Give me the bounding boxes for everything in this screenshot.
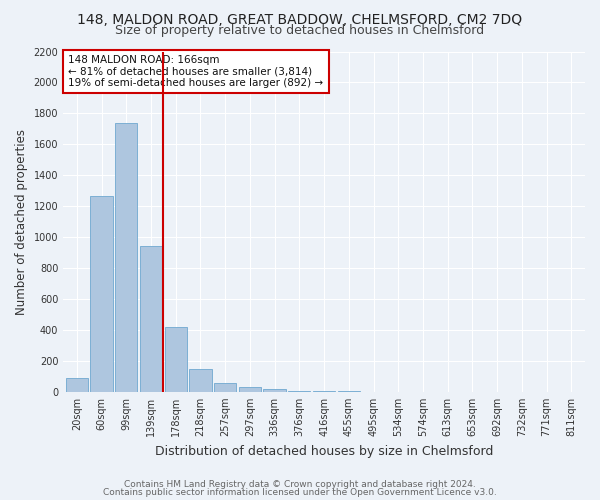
Bar bbox=[288, 390, 310, 392]
X-axis label: Distribution of detached houses by size in Chelmsford: Distribution of detached houses by size … bbox=[155, 444, 493, 458]
Bar bbox=[65, 378, 88, 392]
Bar bbox=[115, 122, 137, 392]
Y-axis label: Number of detached properties: Number of detached properties bbox=[15, 128, 28, 314]
Text: Contains public sector information licensed under the Open Government Licence v3: Contains public sector information licen… bbox=[103, 488, 497, 497]
Text: 148, MALDON ROAD, GREAT BADDOW, CHELMSFORD, CM2 7DQ: 148, MALDON ROAD, GREAT BADDOW, CHELMSFO… bbox=[77, 12, 523, 26]
Bar bbox=[214, 382, 236, 392]
Text: 148 MALDON ROAD: 166sqm
← 81% of detached houses are smaller (3,814)
19% of semi: 148 MALDON ROAD: 166sqm ← 81% of detache… bbox=[68, 55, 323, 88]
Text: Size of property relative to detached houses in Chelmsford: Size of property relative to detached ho… bbox=[115, 24, 485, 37]
Bar bbox=[239, 387, 261, 392]
Text: Contains HM Land Registry data © Crown copyright and database right 2024.: Contains HM Land Registry data © Crown c… bbox=[124, 480, 476, 489]
Bar bbox=[263, 390, 286, 392]
Bar bbox=[313, 391, 335, 392]
Bar bbox=[189, 368, 212, 392]
Bar bbox=[91, 196, 113, 392]
Bar bbox=[164, 327, 187, 392]
Bar bbox=[140, 246, 162, 392]
